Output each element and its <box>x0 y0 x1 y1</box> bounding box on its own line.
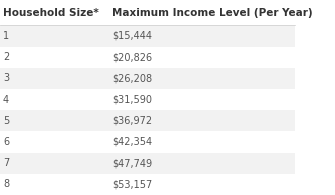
Text: 2: 2 <box>3 52 9 62</box>
Text: Maximum Income Level (Per Year): Maximum Income Level (Per Year) <box>112 8 313 18</box>
Text: 7: 7 <box>3 158 9 168</box>
Text: 5: 5 <box>3 116 9 126</box>
Text: 4: 4 <box>3 95 9 105</box>
Text: $20,826: $20,826 <box>112 52 152 62</box>
Bar <box>0 131 295 152</box>
Text: Household Size*: Household Size* <box>3 8 99 18</box>
Bar <box>0 47 295 68</box>
Text: $42,354: $42,354 <box>112 137 152 147</box>
Bar <box>0 68 295 89</box>
Text: 6: 6 <box>3 137 9 147</box>
Text: 8: 8 <box>3 179 9 189</box>
Bar <box>0 89 295 110</box>
Bar <box>0 25 295 47</box>
Bar <box>0 174 295 195</box>
Text: $47,749: $47,749 <box>112 158 152 168</box>
Text: 3: 3 <box>3 73 9 83</box>
Text: 1: 1 <box>3 31 9 41</box>
Text: $31,590: $31,590 <box>112 95 152 105</box>
Text: $15,444: $15,444 <box>112 31 152 41</box>
Text: $26,208: $26,208 <box>112 73 152 83</box>
Bar <box>0 152 295 174</box>
Text: $36,972: $36,972 <box>112 116 152 126</box>
Bar <box>0 0 295 25</box>
Text: $53,157: $53,157 <box>112 179 152 189</box>
Bar <box>0 110 295 131</box>
